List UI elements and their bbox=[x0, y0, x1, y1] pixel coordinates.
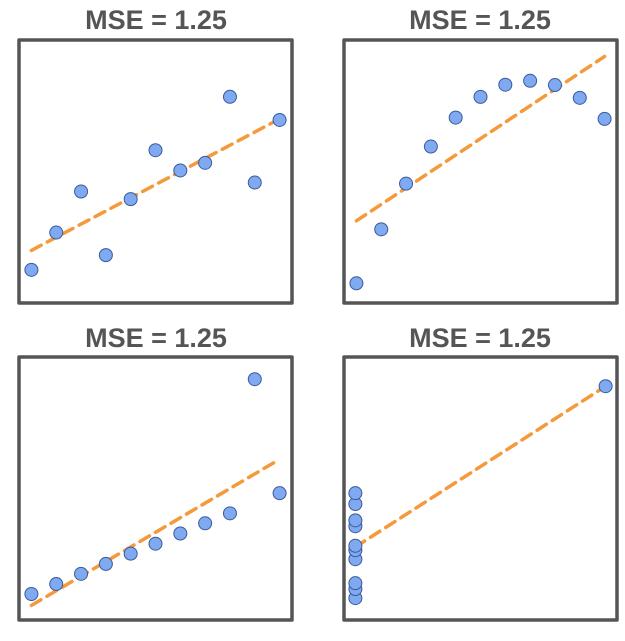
panel-1-point bbox=[272, 112, 287, 127]
panel-2-frame bbox=[342, 38, 619, 305]
panel-2-point bbox=[523, 73, 538, 88]
panel-4-point bbox=[598, 379, 613, 394]
panel-1-point bbox=[24, 262, 39, 277]
panel-2-point bbox=[498, 77, 513, 92]
panel-3-point bbox=[173, 526, 188, 541]
panel-4-point bbox=[348, 486, 363, 501]
panel-1-point bbox=[198, 155, 213, 170]
panel-3-point bbox=[49, 577, 64, 592]
panel-1 bbox=[17, 38, 294, 305]
panel-1-point bbox=[98, 248, 113, 263]
panel-1-point bbox=[173, 163, 188, 178]
panel-2-point bbox=[547, 78, 562, 93]
panel-2 bbox=[342, 38, 619, 305]
panel-3-point bbox=[148, 536, 163, 551]
panel-4-point bbox=[348, 538, 363, 553]
panel-3-title: MSE = 1.25 bbox=[85, 323, 227, 353]
panel-3-point bbox=[198, 516, 213, 531]
panel-2-fit-line bbox=[354, 54, 607, 223]
panel-1-fit-line bbox=[29, 117, 282, 253]
panel-3 bbox=[17, 355, 294, 622]
panel-2-point bbox=[399, 176, 414, 191]
panel-3-point bbox=[247, 372, 262, 387]
panel-3-frame bbox=[17, 355, 294, 622]
panel-2-point bbox=[448, 110, 463, 125]
panel-1-frame bbox=[17, 38, 294, 305]
panel-4-fit-line bbox=[353, 384, 608, 549]
panel-3-point bbox=[24, 586, 39, 601]
panel-1-point bbox=[123, 192, 138, 207]
panel-2-point bbox=[572, 90, 587, 105]
panel-1-point bbox=[148, 143, 163, 158]
panel-3-point bbox=[222, 506, 237, 521]
panel-3-point bbox=[98, 556, 113, 571]
panel-4-point bbox=[348, 513, 363, 528]
panel-3-point bbox=[74, 566, 89, 581]
panel-1-point bbox=[74, 184, 89, 199]
panel-2-title: MSE = 1.25 bbox=[409, 5, 551, 35]
panel-1-title: MSE = 1.25 bbox=[85, 5, 227, 35]
panel-1-point bbox=[222, 89, 237, 104]
panel-2-point bbox=[473, 89, 488, 104]
panel-3-fit-line bbox=[29, 457, 282, 608]
panel-4-point bbox=[348, 576, 363, 591]
panel-4-frame bbox=[342, 355, 619, 622]
panel-4-title: MSE = 1.25 bbox=[409, 323, 551, 353]
panel-2-point bbox=[349, 276, 364, 291]
panel-4 bbox=[342, 355, 619, 622]
panel-1-point bbox=[49, 225, 64, 240]
panel-3-point bbox=[123, 546, 138, 561]
panel-2-point bbox=[423, 139, 438, 154]
panel-1-point bbox=[247, 175, 262, 190]
panel-2-point bbox=[597, 111, 612, 126]
panel-2-point bbox=[374, 222, 389, 237]
panel-3-point bbox=[272, 486, 287, 501]
